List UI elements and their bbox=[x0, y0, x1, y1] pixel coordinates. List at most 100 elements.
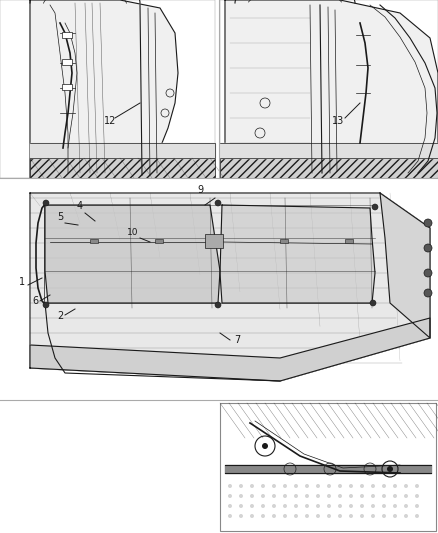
Circle shape bbox=[404, 514, 408, 518]
Circle shape bbox=[272, 514, 276, 518]
Polygon shape bbox=[45, 205, 220, 303]
Text: 5: 5 bbox=[57, 212, 63, 222]
Circle shape bbox=[371, 504, 375, 508]
Circle shape bbox=[371, 484, 375, 488]
Circle shape bbox=[360, 484, 364, 488]
Bar bbox=[62, 59, 72, 65]
Circle shape bbox=[261, 494, 265, 498]
Circle shape bbox=[393, 514, 397, 518]
Text: 1: 1 bbox=[19, 277, 25, 287]
Circle shape bbox=[424, 289, 432, 297]
Circle shape bbox=[404, 494, 408, 498]
Circle shape bbox=[239, 484, 243, 488]
Circle shape bbox=[349, 494, 353, 498]
Circle shape bbox=[228, 504, 232, 508]
Text: 6: 6 bbox=[32, 296, 38, 306]
Circle shape bbox=[250, 514, 254, 518]
Circle shape bbox=[283, 494, 287, 498]
Circle shape bbox=[261, 484, 265, 488]
Circle shape bbox=[382, 484, 386, 488]
Circle shape bbox=[294, 514, 298, 518]
Circle shape bbox=[215, 302, 221, 308]
Circle shape bbox=[372, 204, 378, 210]
Circle shape bbox=[415, 494, 419, 498]
Bar bbox=[0, 0, 215, 178]
Circle shape bbox=[305, 484, 309, 488]
Circle shape bbox=[283, 514, 287, 518]
Circle shape bbox=[370, 300, 376, 306]
Circle shape bbox=[272, 494, 276, 498]
Circle shape bbox=[349, 514, 353, 518]
Bar bbox=[345, 239, 353, 243]
Polygon shape bbox=[220, 158, 438, 178]
Circle shape bbox=[338, 484, 342, 488]
Circle shape bbox=[228, 494, 232, 498]
Circle shape bbox=[382, 514, 386, 518]
Bar bbox=[62, 32, 72, 38]
Circle shape bbox=[327, 494, 331, 498]
Circle shape bbox=[215, 200, 221, 206]
Polygon shape bbox=[30, 158, 215, 178]
Circle shape bbox=[424, 269, 432, 277]
Text: 2: 2 bbox=[57, 311, 63, 321]
Bar bbox=[90, 239, 98, 243]
Polygon shape bbox=[220, 205, 375, 303]
Circle shape bbox=[393, 484, 397, 488]
Circle shape bbox=[338, 514, 342, 518]
Circle shape bbox=[371, 494, 375, 498]
Circle shape bbox=[424, 244, 432, 252]
Text: 13: 13 bbox=[332, 116, 344, 126]
Circle shape bbox=[294, 484, 298, 488]
Circle shape bbox=[294, 504, 298, 508]
Text: 10: 10 bbox=[127, 228, 139, 237]
Bar bbox=[220, 0, 438, 178]
Circle shape bbox=[283, 484, 287, 488]
Circle shape bbox=[43, 200, 49, 206]
Circle shape bbox=[327, 484, 331, 488]
Circle shape bbox=[305, 504, 309, 508]
Bar bbox=[280, 239, 288, 243]
Text: 4: 4 bbox=[77, 201, 83, 211]
Circle shape bbox=[424, 219, 432, 227]
Polygon shape bbox=[380, 193, 430, 338]
Circle shape bbox=[316, 514, 320, 518]
Circle shape bbox=[382, 494, 386, 498]
Bar bbox=[205, 234, 223, 248]
Circle shape bbox=[272, 504, 276, 508]
Polygon shape bbox=[30, 318, 430, 381]
Circle shape bbox=[404, 484, 408, 488]
Circle shape bbox=[261, 504, 265, 508]
Circle shape bbox=[371, 514, 375, 518]
Circle shape bbox=[239, 504, 243, 508]
Text: 7: 7 bbox=[234, 335, 240, 345]
Circle shape bbox=[283, 504, 287, 508]
Circle shape bbox=[272, 484, 276, 488]
Circle shape bbox=[316, 484, 320, 488]
Circle shape bbox=[415, 504, 419, 508]
Circle shape bbox=[250, 504, 254, 508]
Circle shape bbox=[360, 514, 364, 518]
Circle shape bbox=[305, 514, 309, 518]
Circle shape bbox=[239, 514, 243, 518]
Circle shape bbox=[415, 484, 419, 488]
Circle shape bbox=[387, 466, 393, 472]
Circle shape bbox=[338, 504, 342, 508]
Circle shape bbox=[360, 494, 364, 498]
Circle shape bbox=[349, 484, 353, 488]
Circle shape bbox=[261, 514, 265, 518]
Circle shape bbox=[262, 443, 268, 449]
Circle shape bbox=[382, 504, 386, 508]
Polygon shape bbox=[30, 143, 215, 158]
Bar bbox=[220, 403, 436, 531]
Polygon shape bbox=[30, 0, 178, 178]
Circle shape bbox=[43, 302, 49, 308]
Circle shape bbox=[294, 494, 298, 498]
Circle shape bbox=[404, 504, 408, 508]
Polygon shape bbox=[220, 143, 438, 158]
Polygon shape bbox=[30, 193, 430, 381]
Circle shape bbox=[360, 504, 364, 508]
Text: 12: 12 bbox=[104, 116, 116, 126]
Circle shape bbox=[349, 504, 353, 508]
Circle shape bbox=[415, 514, 419, 518]
Circle shape bbox=[316, 504, 320, 508]
